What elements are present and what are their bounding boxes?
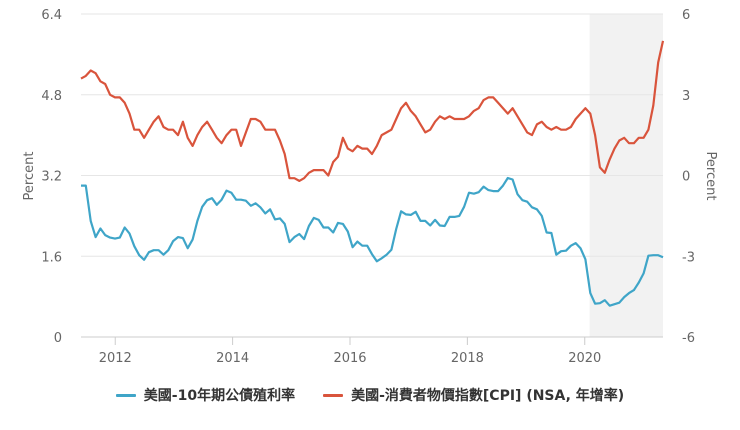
x-tick-label: 2020 bbox=[568, 351, 601, 366]
x-tick-label: 2018 bbox=[451, 351, 484, 366]
legend-item-cpi[interactable]: 美國-消費者物價指數[CPI] (NSA, 年增率) bbox=[323, 385, 624, 405]
right-tick-label: -6 bbox=[682, 331, 695, 346]
legend-label: 美國-10年期公債殖利率 bbox=[143, 388, 296, 404]
cpi-line[interactable] bbox=[80, 40, 665, 182]
treasury-yield-line[interactable] bbox=[81, 176, 664, 307]
chart-legend: 美國-10年期公債殖利率 美國-消費者物價指數[CPI] (NSA, 年增率) bbox=[0, 385, 740, 405]
right-tick-label: 3 bbox=[682, 89, 690, 104]
gridlines bbox=[81, 13, 663, 338]
left-tick-label: 4.8 bbox=[41, 89, 62, 104]
right-y-axis: -6 -3 0 3 6 bbox=[682, 8, 695, 346]
x-tick-label: 2014 bbox=[216, 351, 249, 366]
right-axis-title: Percent bbox=[703, 152, 718, 201]
left-axis-title: Percent bbox=[22, 152, 37, 201]
left-y-axis: 0 1.6 3.2 4.8 6.4 bbox=[41, 8, 62, 346]
legend-label: 美國-消費者物價指數[CPI] (NSA, 年增率) bbox=[351, 388, 625, 404]
right-tick-label: 0 bbox=[682, 170, 690, 185]
left-tick-label: 1.6 bbox=[41, 250, 62, 265]
left-tick-label: 6.4 bbox=[41, 8, 62, 23]
legend-line-icon bbox=[115, 393, 136, 397]
x-tick-label: 2016 bbox=[333, 351, 366, 366]
x-tick-label: 2012 bbox=[99, 351, 132, 366]
right-tick-label: 6 bbox=[682, 8, 690, 23]
x-axis: 2012 2014 2016 2018 2020 bbox=[99, 337, 601, 366]
left-tick-label: 0 bbox=[54, 331, 62, 346]
legend-line-icon bbox=[323, 393, 344, 397]
series-lines bbox=[80, 40, 665, 307]
legend-item-treasury-yield[interactable]: 美國-10年期公債殖利率 bbox=[115, 385, 296, 405]
left-tick-label: 3.2 bbox=[41, 170, 62, 185]
right-tick-label: -3 bbox=[682, 250, 695, 265]
